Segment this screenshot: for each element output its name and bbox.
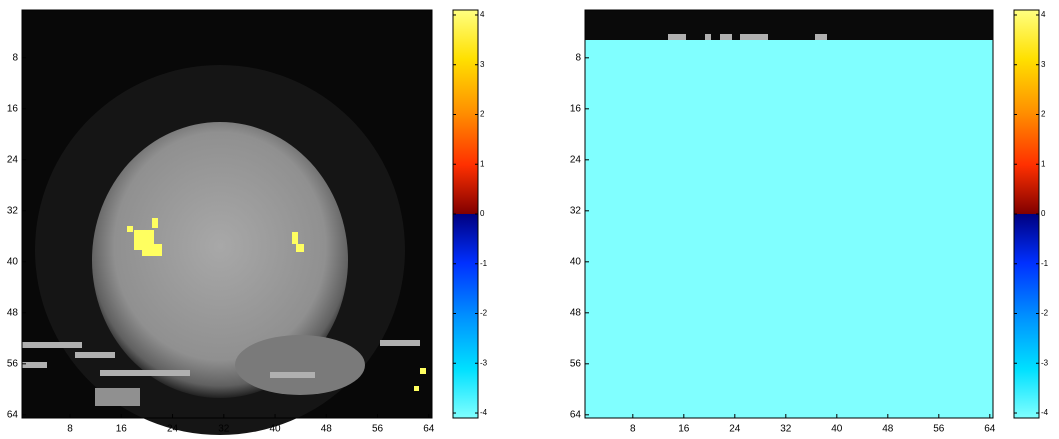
activation [420,368,426,374]
colorbar-tick-label: 2 [1041,110,1046,119]
y-tick-label: 64 [570,409,582,420]
colorbar: -4 -3 -2 -1 0 1 2 3 4 [1013,9,1049,419]
artifact [75,352,115,358]
x-tick-label: 64 [984,424,996,435]
axes-box [21,9,433,419]
colorbar-tick-label: 0 [1041,209,1046,218]
band-pixel [705,34,711,40]
image-band [585,10,993,40]
artifact [100,370,190,376]
band-pixel [740,34,768,40]
y-tick-label: 8 [575,52,581,63]
y-tick-label: 64 [7,409,19,420]
colorbar-tick-label: 1 [1041,159,1046,168]
x-tick-label: 64 [423,424,435,435]
colorbar-tick-label: -3 [480,358,488,367]
colorbar-tick-label: -4 [480,408,488,417]
activation [292,232,298,244]
colorbar-tick-label: 1 [480,159,485,168]
x-tick-label: 32 [780,424,792,435]
x-tick-label: 40 [269,424,281,435]
y-tick-label: 24 [7,154,19,165]
cerebellum [235,335,365,395]
y-tick-label: 56 [7,358,19,369]
image-fill [585,10,993,418]
colorbar-tick-label: -4 [1041,408,1049,417]
x-tick-label: 16 [116,424,128,435]
x-tick-label: 16 [678,424,690,435]
y-tick-label: 32 [570,205,582,216]
band-pixel [668,34,686,40]
activation [296,244,304,252]
y-tick-label: 48 [7,307,19,318]
band-pixel [815,34,827,40]
x-tick-label: 24 [167,424,179,435]
artifact [22,362,47,368]
x-tick-label: 48 [882,424,894,435]
activation [414,386,419,391]
x-tick-label: 40 [831,424,843,435]
activation [127,226,133,232]
colorbar-tick-label: 0 [480,209,485,218]
y-tick-label: 8 [12,52,18,63]
artifact [22,342,82,348]
colorbar-tick-label: 3 [1041,60,1046,69]
axes-box [584,9,994,419]
colorbar-fill [452,9,479,419]
x-tick-label: 56 [933,424,945,435]
colorbar-tick-label: 2 [480,110,485,119]
y-tick-label: 40 [570,256,582,267]
x-tick-label: 8 [67,424,73,435]
y-tick-label: 16 [570,103,582,114]
y-tick-label: 32 [7,205,19,216]
x-tick-label: 8 [630,424,636,435]
x-tick-label: 48 [321,424,333,435]
colorbar-tick-label: -3 [1041,358,1049,367]
colorbar-tick-label: -2 [1041,309,1049,318]
colorbar: -4 -3 -2 -1 0 1 2 3 4 [452,9,488,419]
colorbar-tick-label: 4 [1041,10,1046,19]
artifact [95,388,140,406]
y-tick-label: 48 [570,307,582,318]
colorbar-tick-label: -2 [480,309,488,318]
activation [142,244,162,256]
colorbar-tick-label: -1 [480,259,488,268]
x-tick-label: 24 [729,424,741,435]
activation [152,218,158,228]
panel: 8 16 24 32 40 48 56 64 8 16 24 32 40 48 56 64 [7,9,435,435]
colorbar-tick-label: 4 [480,10,485,19]
x-tick-label: 56 [372,424,384,435]
panel: 8 16 24 32 40 48 56 64 8 16 24 32 40 48 56 64 [570,9,996,435]
band-pixel [720,34,732,40]
y-tick-label: 56 [570,358,582,369]
artifact [270,372,315,378]
colorbar-tick-label: 3 [480,60,485,69]
y-tick-label: 16 [7,103,19,114]
brain-tissue [92,122,348,398]
colorbar-fill [1013,9,1040,419]
artifact [380,340,420,346]
x-tick-label: 32 [218,424,230,435]
y-tick-label: 40 [7,256,19,267]
y-tick-label: 24 [570,154,582,165]
colorbar-tick-label: -1 [1041,259,1049,268]
